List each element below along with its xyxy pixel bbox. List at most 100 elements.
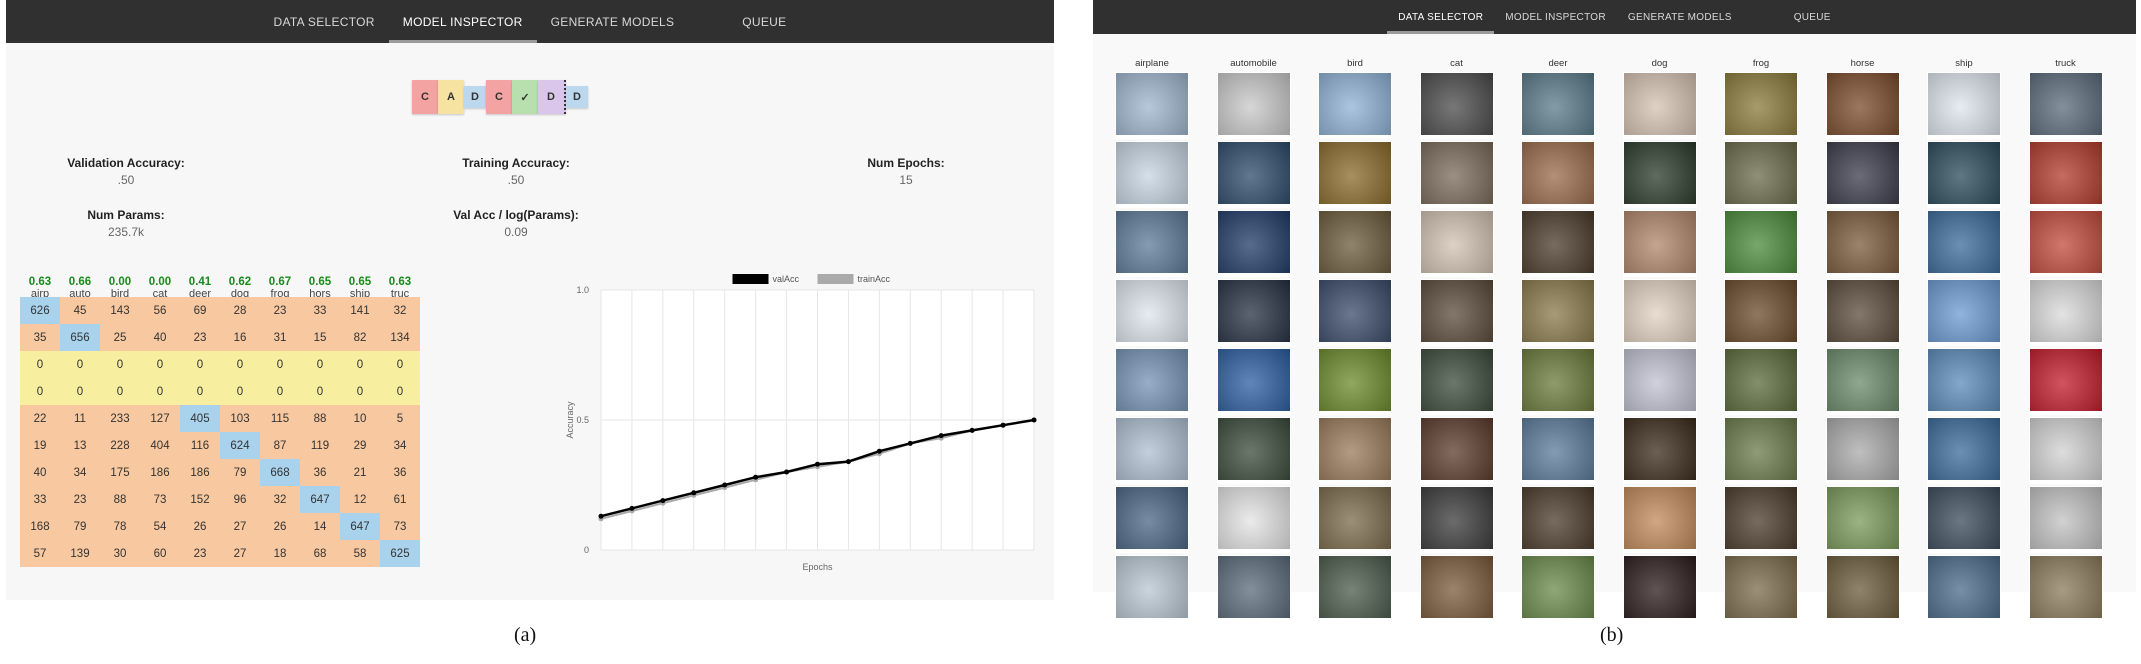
matrix-cell[interactable]: 186 (140, 459, 180, 486)
matrix-cell[interactable]: 119 (300, 432, 340, 459)
matrix-cell[interactable]: 116 (180, 432, 220, 459)
image-thumbnail[interactable] (1927, 210, 2001, 277)
image-thumbnail[interactable] (1724, 279, 1798, 346)
matrix-cell[interactable]: 186 (180, 459, 220, 486)
image-thumbnail[interactable] (1419, 348, 1494, 415)
matrix-cell[interactable]: 82 (340, 324, 380, 351)
image-thumbnail[interactable] (1115, 555, 1189, 622)
data-point[interactable] (845, 459, 851, 465)
layer-dense[interactable]: D (538, 80, 566, 114)
matrix-cell[interactable]: 40 (140, 324, 180, 351)
matrix-cell[interactable]: 143 (100, 297, 140, 324)
image-thumbnail[interactable] (1318, 210, 1392, 277)
matrix-cell[interactable]: 56 (140, 297, 180, 324)
data-point[interactable] (784, 469, 790, 475)
layer-dropout[interactable]: D (464, 86, 486, 108)
data-point[interactable] (1031, 417, 1037, 423)
image-thumbnail[interactable] (1622, 417, 1697, 484)
image-thumbnail[interactable] (1521, 486, 1595, 553)
matrix-cell[interactable]: 175 (100, 459, 140, 486)
image-thumbnail[interactable] (1115, 417, 1189, 484)
matrix-cell[interactable]: 168 (20, 513, 60, 540)
matrix-cell[interactable]: 35 (20, 324, 60, 351)
matrix-cell[interactable]: 33 (20, 486, 60, 513)
image-thumbnail[interactable] (1622, 555, 1697, 622)
data-point[interactable] (598, 513, 604, 519)
matrix-cell[interactable]: 69 (180, 297, 220, 324)
nav-model-inspector[interactable]: MODEL INSPECTOR (388, 0, 537, 43)
matrix-cell[interactable]: 11 (60, 405, 100, 432)
data-point[interactable] (753, 474, 759, 480)
image-thumbnail[interactable] (2028, 348, 2103, 415)
matrix-cell[interactable]: 624 (220, 432, 260, 459)
matrix-cell[interactable]: 0 (140, 378, 180, 405)
image-thumbnail[interactable] (1724, 486, 1798, 553)
matrix-cell[interactable]: 0 (100, 378, 140, 405)
image-thumbnail[interactable] (2028, 279, 2103, 346)
data-point[interactable] (938, 433, 944, 439)
matrix-cell[interactable]: 27 (220, 540, 260, 567)
matrix-cell[interactable]: 0 (180, 378, 220, 405)
image-thumbnail[interactable] (1724, 72, 1798, 139)
data-point[interactable] (660, 498, 666, 504)
image-thumbnail[interactable] (1216, 210, 1291, 277)
image-thumbnail[interactable] (1825, 210, 1900, 277)
matrix-cell[interactable]: 26 (180, 513, 220, 540)
matrix-cell[interactable]: 10 (340, 405, 380, 432)
matrix-cell[interactable]: 134 (380, 324, 420, 351)
image-thumbnail[interactable] (1622, 141, 1697, 208)
nav-model-inspector[interactable]: MODEL INSPECTOR (1505, 11, 1606, 23)
matrix-cell[interactable]: 5 (380, 405, 420, 432)
matrix-cell[interactable]: 31 (260, 324, 300, 351)
data-point[interactable] (907, 440, 913, 446)
matrix-cell[interactable]: 0 (380, 378, 420, 405)
matrix-cell[interactable]: 30 (100, 540, 140, 567)
matrix-cell[interactable]: 0 (340, 351, 380, 378)
image-thumbnail[interactable] (1115, 210, 1189, 277)
image-thumbnail[interactable] (1825, 486, 1900, 553)
image-thumbnail[interactable] (1216, 417, 1291, 484)
image-thumbnail[interactable] (1115, 486, 1189, 553)
image-thumbnail[interactable] (1419, 210, 1494, 277)
image-thumbnail[interactable] (1825, 72, 1900, 139)
image-thumbnail[interactable] (1724, 417, 1798, 484)
image-thumbnail[interactable] (1724, 348, 1798, 415)
matrix-cell[interactable]: 0 (60, 351, 100, 378)
matrix-cell[interactable]: 0 (220, 351, 260, 378)
matrix-cell[interactable]: 139 (60, 540, 100, 567)
matrix-cell[interactable]: 88 (100, 486, 140, 513)
matrix-cell[interactable]: 34 (380, 432, 420, 459)
matrix-cell[interactable]: 88 (300, 405, 340, 432)
matrix-cell[interactable]: 68 (300, 540, 340, 567)
nav-data-selector[interactable]: DATA SELECTOR (1387, 0, 1495, 34)
image-thumbnail[interactable] (2028, 141, 2103, 208)
matrix-cell[interactable]: 27 (220, 513, 260, 540)
matrix-cell[interactable]: 0 (220, 378, 260, 405)
matrix-cell[interactable]: 54 (140, 513, 180, 540)
nav-generate-models[interactable]: GENERATE MODELS (550, 14, 675, 29)
matrix-cell[interactable]: 13 (60, 432, 100, 459)
image-thumbnail[interactable] (1318, 555, 1392, 622)
matrix-cell[interactable]: 78 (100, 513, 140, 540)
data-point[interactable] (691, 490, 697, 496)
matrix-cell[interactable]: 0 (300, 351, 340, 378)
matrix-cell[interactable]: 79 (60, 513, 100, 540)
data-point[interactable] (1000, 422, 1006, 428)
matrix-cell[interactable]: 34 (60, 459, 100, 486)
image-thumbnail[interactable] (1825, 417, 1900, 484)
matrix-cell[interactable]: 647 (340, 513, 380, 540)
image-thumbnail[interactable] (2028, 555, 2103, 622)
image-thumbnail[interactable] (1216, 279, 1291, 346)
image-thumbnail[interactable] (1521, 141, 1595, 208)
matrix-cell[interactable]: 647 (300, 486, 340, 513)
image-thumbnail[interactable] (1622, 279, 1697, 346)
image-thumbnail[interactable] (1825, 279, 1900, 346)
nav-queue[interactable]: QUEUE (742, 14, 787, 29)
image-thumbnail[interactable] (1419, 486, 1494, 553)
image-thumbnail[interactable] (1521, 348, 1595, 415)
matrix-cell[interactable]: 405 (180, 405, 220, 432)
image-thumbnail[interactable] (2028, 417, 2103, 484)
matrix-cell[interactable]: 14 (300, 513, 340, 540)
image-thumbnail[interactable] (1927, 348, 2001, 415)
matrix-cell[interactable]: 23 (260, 297, 300, 324)
